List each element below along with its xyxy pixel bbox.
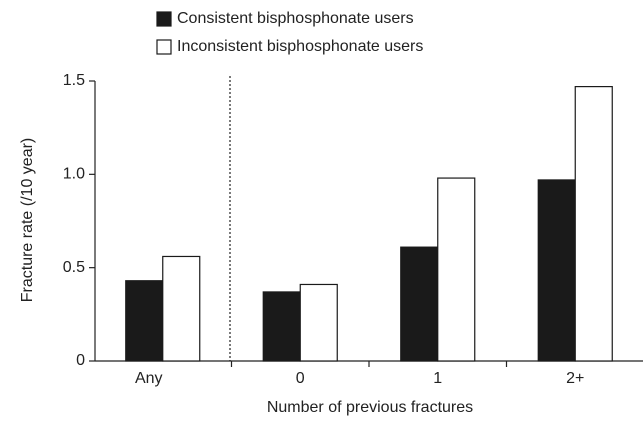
x-axis-title: Number of previous fractures (267, 399, 473, 416)
bar (262, 291, 301, 362)
x-tick-label: Any (135, 370, 163, 387)
bar (162, 255, 201, 362)
y-tick-label: 0 (76, 352, 85, 369)
legend-swatch (156, 39, 172, 55)
y-tick-label: 1.5 (63, 72, 85, 89)
y-tick-label: 0.5 (63, 259, 85, 276)
bar (299, 283, 338, 362)
legend-label: Inconsistent bisphosphonate users (177, 38, 423, 55)
bar (125, 280, 164, 362)
bar (437, 177, 476, 362)
bar (400, 246, 439, 362)
x-tick-label: 1 (433, 370, 442, 387)
bar (537, 179, 576, 362)
y-axis-title: Fracture rate (/10 year) (19, 138, 36, 303)
legend-swatch (156, 11, 172, 27)
x-tick-label: 0 (296, 370, 305, 387)
x-tick-label: 2+ (566, 370, 584, 387)
legend-label: Consistent bisphosphonate users (177, 10, 414, 27)
bar (574, 85, 613, 362)
y-tick-label: 1.0 (63, 166, 85, 183)
